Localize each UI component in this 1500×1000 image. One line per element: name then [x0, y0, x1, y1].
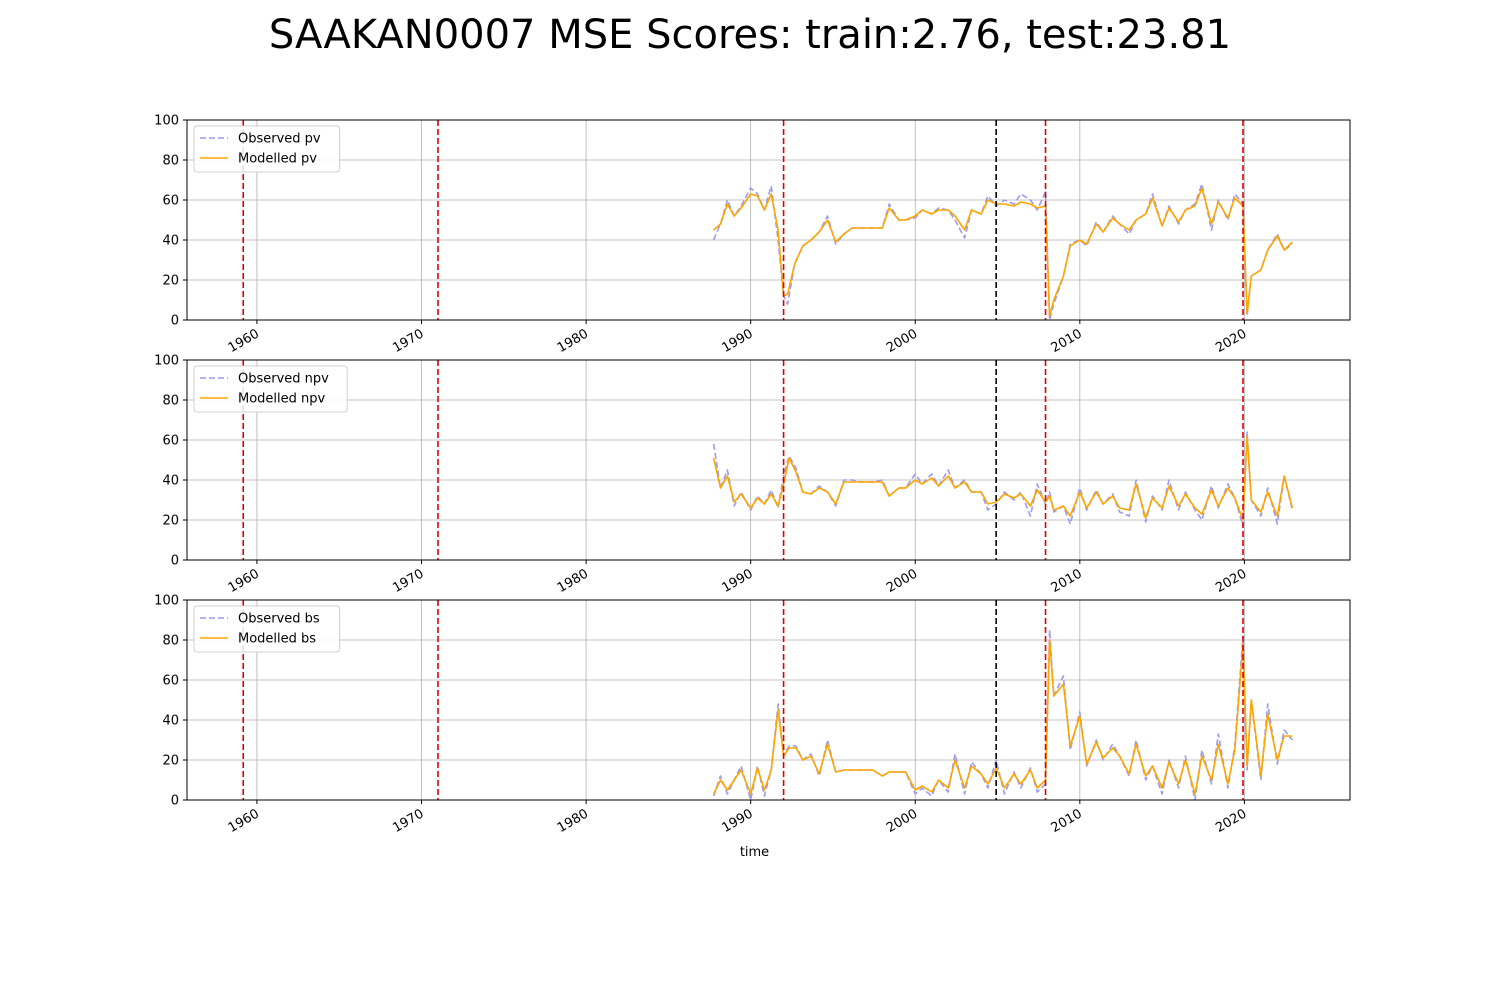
axes-frame [186, 119, 1351, 321]
x-tick-label: 2010 [1049, 566, 1085, 596]
modelled-bs-line [712, 639, 1293, 795]
plot-area [242, 600, 1294, 800]
x-tick-label: 1980 [555, 326, 591, 356]
legend: Observed npv Modelled npv [193, 365, 348, 413]
legend-box [193, 365, 348, 413]
x-tick-label: 2020 [1213, 566, 1249, 596]
x-axis-label: time [740, 845, 769, 860]
x-tick-label: 2010 [1049, 326, 1085, 356]
chart-title: SAAKAN0007 MSE Scores: train:2.76, test:… [268, 12, 1232, 58]
y-tick-label: 60 [162, 194, 179, 209]
y-tick-label: 60 [162, 674, 179, 689]
y-tick-label: 0 [171, 794, 179, 809]
x-tick-label: 2000 [884, 566, 920, 596]
y-tick-label: 40 [162, 474, 179, 489]
y-tick-label: 0 [171, 554, 179, 569]
x-tick-label: 2020 [1213, 326, 1249, 356]
legend: Observed pv Modelled pv [193, 125, 341, 173]
x-tick-label: 1990 [720, 566, 756, 596]
x-tick-label: 1980 [555, 566, 591, 596]
axes-frame [186, 359, 1351, 561]
panel-pv: 0 20 40 60 80 100 1960 1970 1980 1990 2000 2010 2020… [154, 114, 1351, 356]
y-tick-label: 20 [162, 514, 179, 529]
plot-area [242, 120, 1293, 320]
x-tick-label: 1970 [390, 326, 426, 356]
legend-box [193, 605, 341, 653]
plot-area [242, 360, 1294, 560]
x-tick-label: 2010 [1049, 806, 1085, 836]
legend-box [193, 125, 341, 173]
y-tick-label: 20 [162, 274, 179, 289]
legend-label: Modelled bs [238, 632, 316, 647]
y-tick-label: 80 [162, 394, 179, 409]
legend-label: Observed bs [238, 612, 320, 627]
y-tick-label: 100 [154, 594, 179, 609]
y-tick-label: 60 [162, 434, 179, 449]
y-tick-label: 80 [162, 634, 179, 649]
modelled-npv-line [712, 435, 1294, 521]
legend-label: Observed pv [238, 132, 321, 147]
y-tick-label: 20 [162, 754, 179, 769]
modelled-pv-line [713, 187, 1293, 317]
x-tick-label: 1970 [390, 806, 426, 836]
axes-frame [186, 599, 1351, 801]
x-tick-label: 1960 [226, 806, 262, 836]
legend-label: Observed npv [238, 372, 329, 387]
panel-bs: 0 20 40 60 80 100 1960 1970 1980 1990 2000 2010 2020… [154, 594, 1351, 836]
legend: Observed bs Modelled bs [193, 605, 341, 653]
y-tick-label: 100 [154, 354, 179, 369]
observed-npv-line [712, 431, 1294, 527]
legend-label: Modelled npv [238, 392, 326, 407]
y-tick-label: 100 [154, 114, 179, 129]
x-tick-label: 1990 [720, 806, 756, 836]
x-tick-label: 2000 [884, 326, 920, 356]
y-tick-label: 40 [162, 234, 179, 249]
y-tick-label: 80 [162, 154, 179, 169]
y-tick-label: 0 [171, 314, 179, 329]
x-tick-label: 1990 [720, 326, 756, 356]
x-tick-label: 2000 [884, 806, 920, 836]
y-tick-label: 40 [162, 714, 179, 729]
x-tick-label: 1960 [226, 566, 262, 596]
x-tick-label: 1980 [555, 806, 591, 836]
observed-bs-line [712, 629, 1294, 800]
legend-label: Modelled pv [238, 152, 317, 167]
x-tick-label: 2020 [1213, 806, 1249, 836]
x-tick-label: 1960 [226, 326, 262, 356]
panel-npv: 0 20 40 60 80 100 1960 1970 1980 1990 2000 2010 2020… [154, 354, 1351, 596]
x-tick-label: 1970 [390, 566, 426, 596]
